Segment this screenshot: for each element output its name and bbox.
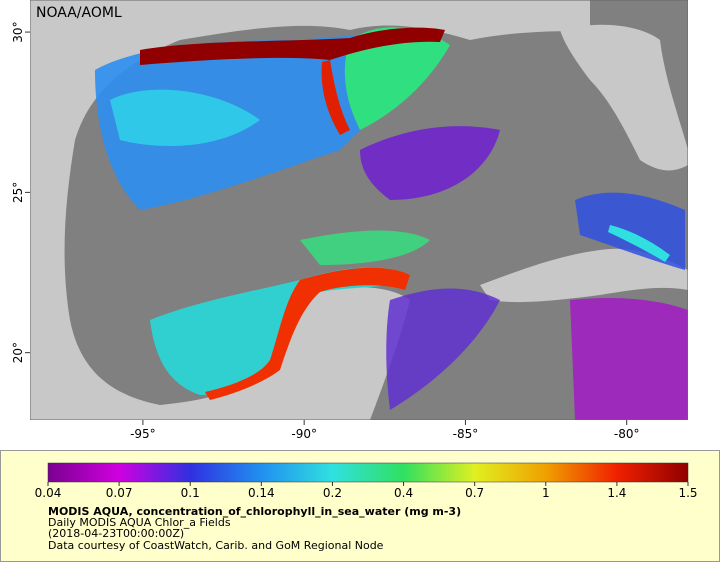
- colorbar-ticks: 0.04 0.07 0.1 0.14 0.2 0.4 0.7 1 1.4 1.5: [35, 482, 698, 500]
- colorbar-tick-label: 0.4: [394, 486, 413, 500]
- colorbar: [47, 462, 689, 483]
- x-tick-label: -90°: [291, 427, 317, 441]
- colorbar-tick-label: 1: [542, 486, 550, 500]
- chl-patch: [140, 27, 445, 65]
- chl-patch: [110, 89, 260, 146]
- land-mainland: [30, 0, 590, 420]
- x-tick-label: -85°: [453, 427, 479, 441]
- y-tick-label: 25°: [11, 182, 25, 203]
- chl-patch: [300, 230, 430, 265]
- land-cuba: [480, 248, 688, 303]
- caption-line: Daily MODIS AQUA Chlor_a Fields: [48, 516, 231, 529]
- chl-patch: [205, 267, 410, 400]
- y-tick-label: 20°: [11, 342, 25, 363]
- caption-title: MODIS AQUA, concentration_of_chlorophyll…: [48, 505, 461, 518]
- colorbar-tick-label: 0.2: [323, 486, 342, 500]
- chl-patch: [570, 298, 688, 420]
- colorbar-tick-label: 0.14: [248, 486, 275, 500]
- colorbar-tick-label: 1.4: [607, 486, 626, 500]
- map-credit: NOAA/AOML: [36, 5, 122, 21]
- chl-patch: [386, 288, 500, 410]
- land-florida: [560, 24, 688, 171]
- caption-line: (2018-04-23T00:00:00Z): [48, 527, 184, 540]
- colorbar-tick-label: 1.5: [678, 486, 697, 500]
- colorbar-tick-label: 0.7: [465, 486, 484, 500]
- chl-patch: [608, 225, 670, 262]
- caption-line: Data courtesy of CoastWatch, Carib. and …: [48, 539, 384, 552]
- x-tick-label: -95°: [130, 427, 156, 441]
- chl-patch: [360, 126, 500, 200]
- axis-ticks: -95° -90° -85° -80° 30° 25° 20°: [11, 21, 640, 441]
- y-tick-label: 30°: [11, 21, 25, 42]
- colorbar-tick-label: 0.04: [35, 486, 62, 500]
- map-area: [30, 0, 688, 420]
- colorbar-tick-label: 0.1: [181, 486, 200, 500]
- chl-patch: [321, 60, 350, 135]
- x-tick-label: -80°: [614, 427, 640, 441]
- colorbar-tick-label: 0.07: [106, 486, 133, 500]
- chl-patch: [344, 27, 450, 131]
